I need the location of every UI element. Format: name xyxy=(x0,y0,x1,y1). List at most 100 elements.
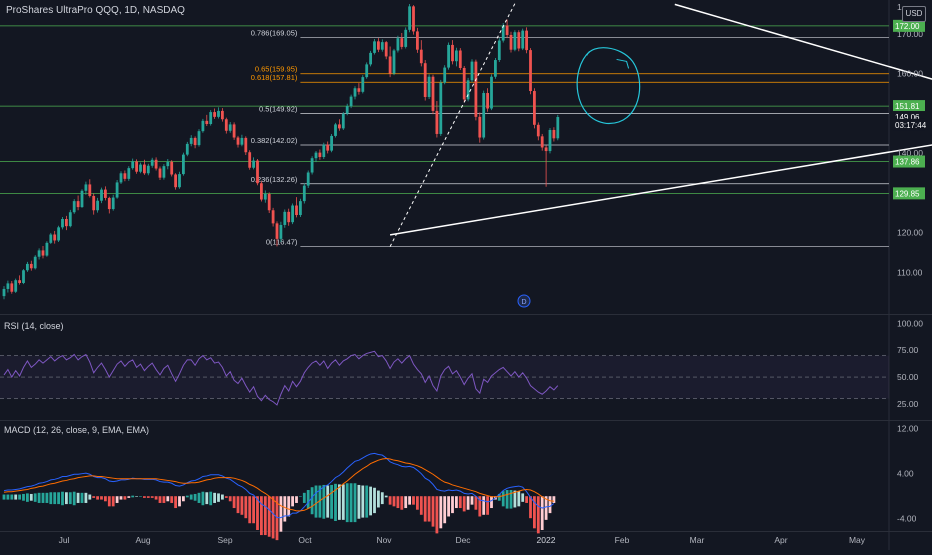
macd-histogram-bar-55 xyxy=(217,493,220,502)
candle-body-136 xyxy=(533,91,536,125)
macd-histogram-bar-102 xyxy=(400,496,404,510)
time-tick-5: Dec xyxy=(455,535,471,545)
drawing-trendline-1 xyxy=(389,144,932,236)
candle-body-93 xyxy=(365,64,369,78)
candle-body-119 xyxy=(466,80,470,100)
fib-level-label-6: 0(116.47) xyxy=(266,238,298,247)
fib-level-label-1: 0.65(159.95) xyxy=(255,65,298,74)
candle-body-83 xyxy=(326,144,330,151)
candle-body-87 xyxy=(341,113,345,129)
candle-body-4 xyxy=(18,280,21,283)
price-badge-label-0: 172.00 xyxy=(895,22,920,31)
fib-level-label-0: 0.786(169.05) xyxy=(251,29,298,38)
macd-histogram-bar-136 xyxy=(533,496,536,529)
macd-histogram-bar-98 xyxy=(384,495,388,498)
macd-histogram-bar-67 xyxy=(263,496,267,536)
macd-histogram-bar-14 xyxy=(57,492,60,505)
macd-histogram-bar-53 xyxy=(209,491,213,506)
macd-histogram-bar-79 xyxy=(310,487,314,515)
macd-histogram-bar-122 xyxy=(478,496,482,517)
macd-histogram-bar-61 xyxy=(240,496,244,515)
macd-histogram-bar-48 xyxy=(189,494,193,500)
candle-body-32 xyxy=(127,168,131,179)
macd-histogram-bar-15 xyxy=(61,491,64,506)
macd-histogram-bar-6 xyxy=(26,493,29,502)
macd-histogram-bar-43 xyxy=(170,496,174,503)
macd-histogram-bar-92 xyxy=(361,485,365,518)
candle-body-25 xyxy=(100,189,103,201)
candle-body-5 xyxy=(22,270,25,283)
rsi-tick-0: 100.00 xyxy=(897,318,923,328)
macd-histogram-bar-138 xyxy=(540,496,544,530)
macd-histogram-bar-9 xyxy=(37,492,41,503)
macd-histogram-bar-31 xyxy=(123,496,127,500)
candle-body-122 xyxy=(478,116,482,138)
macd-histogram-bar-24 xyxy=(96,496,99,500)
time-tick-2: Sep xyxy=(217,535,232,545)
candle-body-7 xyxy=(29,263,33,269)
candle-body-90 xyxy=(353,88,357,97)
macd-histogram-bar-121 xyxy=(474,496,478,510)
candle-body-39 xyxy=(154,159,158,169)
candle-body-36 xyxy=(143,164,146,174)
candle-body-104 xyxy=(408,6,411,30)
candle-body-17 xyxy=(68,212,72,227)
time-tick-4: Nov xyxy=(376,535,392,545)
candle-body-135 xyxy=(529,50,532,92)
macd-histogram-bar-56 xyxy=(221,494,224,500)
hand-drawn-circle xyxy=(576,47,641,125)
macd-histogram-bar-125 xyxy=(490,496,493,509)
candle-body-51 xyxy=(201,120,205,132)
macd-histogram-bar-127 xyxy=(497,493,501,501)
macd-histogram-bar-134 xyxy=(525,496,528,503)
candle-body-70 xyxy=(275,223,279,239)
candle-body-113 xyxy=(443,67,447,83)
macd-signal-line xyxy=(3,457,554,512)
candle-body-26 xyxy=(104,189,107,198)
macd-histogram-bar-141 xyxy=(552,496,556,503)
macd-histogram-bar-75 xyxy=(295,496,298,503)
macd-histogram-bar-82 xyxy=(322,484,326,519)
candle-body-43 xyxy=(170,161,174,175)
candle-body-12 xyxy=(49,234,53,243)
candle-body-21 xyxy=(84,184,88,191)
macd-histogram-bar-117 xyxy=(458,496,462,509)
candle-body-79 xyxy=(310,158,314,173)
macd-histogram-bar-44 xyxy=(174,496,177,509)
macd-histogram-bar-52 xyxy=(205,492,209,505)
candle-body-2 xyxy=(10,283,14,292)
macd-histogram-bar-76 xyxy=(299,496,302,497)
price-badge-4 xyxy=(893,155,925,168)
candle-body-121 xyxy=(474,61,478,117)
macd-histogram-bar-109 xyxy=(427,496,431,522)
macd-histogram-bar-74 xyxy=(291,496,294,507)
macd-histogram-bar-54 xyxy=(213,492,216,503)
macd-histogram-bar-107 xyxy=(419,496,423,515)
candle-body-73 xyxy=(287,211,291,223)
candle-body-94 xyxy=(369,52,372,65)
currency-badge[interactable]: USD xyxy=(902,6,926,22)
time-tick-6: 2022 xyxy=(537,535,556,545)
macd-histogram-bar-139 xyxy=(544,496,548,520)
candle-body-11 xyxy=(45,242,49,256)
candle-body-120 xyxy=(470,61,474,81)
candle-body-30 xyxy=(119,173,123,183)
candle-body-35 xyxy=(139,164,142,172)
macd-histogram-bar-112 xyxy=(439,496,443,529)
candle-body-78 xyxy=(306,172,310,186)
candle-body-99 xyxy=(388,56,392,74)
price-badge-label-5: 129.85 xyxy=(895,189,920,198)
price-badge-1 xyxy=(893,100,925,113)
price-tick-4: 170.00 xyxy=(897,29,923,39)
candle-body-10 xyxy=(41,250,45,256)
candle-body-80 xyxy=(314,152,318,159)
candle-body-107 xyxy=(419,49,423,64)
time-tick-7: Feb xyxy=(615,535,630,545)
time-tick-3: Oct xyxy=(298,535,312,545)
candle-body-72 xyxy=(283,211,287,225)
candle-body-44 xyxy=(174,174,177,188)
candle-body-20 xyxy=(80,190,84,208)
macd-histogram-bar-78 xyxy=(306,490,310,509)
